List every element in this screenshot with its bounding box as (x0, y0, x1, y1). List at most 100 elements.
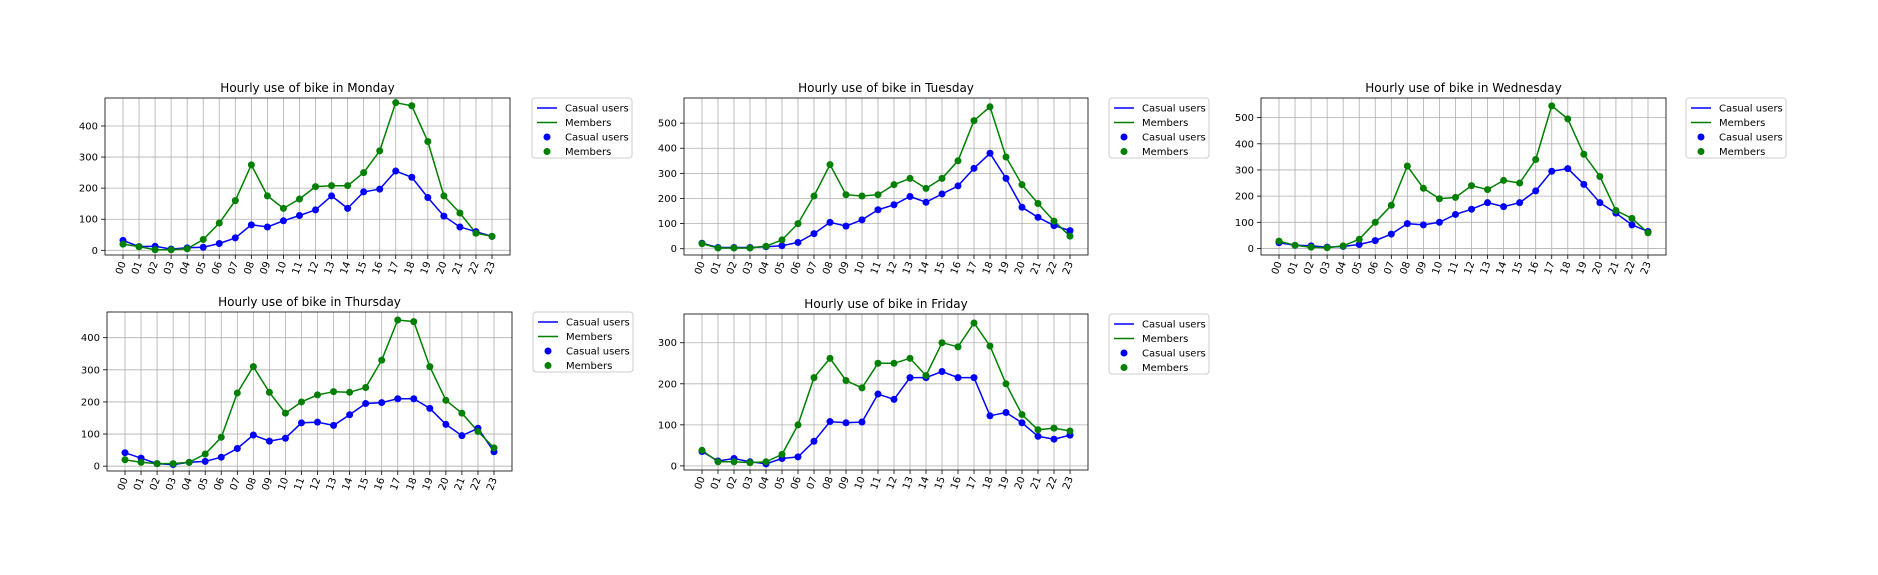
data-point-casual (456, 223, 464, 231)
y-tick-label: 400 (79, 121, 98, 132)
x-tick-label: 00 (116, 476, 131, 492)
x-tick-label: 15 (357, 476, 372, 492)
data-point-members (1403, 162, 1411, 170)
x-tick-label: 20 (1013, 475, 1028, 491)
x-tick-label: 20 (1591, 260, 1606, 276)
data-point-casual (1468, 205, 1476, 213)
x-tick-label: 13 (323, 260, 338, 276)
data-point-members (1371, 218, 1379, 226)
x-tick-label: 03 (1318, 260, 1333, 276)
data-point-members (1500, 176, 1508, 184)
legend: Casual users Members Casual users Members (531, 97, 633, 159)
x-tick-label: 12 (885, 260, 900, 276)
data-point-casual (344, 204, 352, 212)
y-tick-label: 100 (658, 420, 677, 431)
x-tick-label: 13 (901, 260, 916, 276)
data-point-members (167, 246, 175, 254)
legend-label: Members (1142, 334, 1188, 345)
legend-marker-swatch (544, 362, 552, 369)
y-tick-label: 300 (658, 169, 677, 180)
data-point-casual (1034, 432, 1042, 440)
data-point-casual (263, 223, 271, 231)
data-point-members (426, 363, 434, 371)
x-tick-label: 00 (693, 260, 708, 276)
x-tick-label: 04 (178, 260, 193, 276)
x-tick-label: 12 (309, 476, 324, 492)
data-point-casual (247, 221, 255, 229)
x-tick-label: 13 (325, 476, 340, 492)
data-point-casual (215, 239, 223, 247)
data-point-casual (297, 419, 305, 427)
data-point-casual (986, 149, 994, 157)
data-point-members (394, 316, 402, 324)
data-point-members (360, 169, 368, 177)
data-point-members (794, 421, 802, 429)
x-tick-label: 05 (773, 260, 788, 276)
chart-panel-1: Hourly use of bike in Tuesday01002003004… (658, 81, 1210, 276)
x-tick-label: 12 (885, 475, 900, 491)
data-point-members (874, 359, 882, 367)
legend-marker-swatch (1697, 133, 1705, 141)
chart-title: Hourly use of bike in Wednesday (1365, 81, 1562, 95)
x-tick-label: 10 (1431, 260, 1446, 276)
legend-label: Casual users (566, 318, 630, 329)
data-point-casual (458, 432, 466, 440)
data-point-members (472, 229, 480, 237)
data-point-casual (394, 395, 402, 403)
data-point-members (376, 147, 384, 155)
axes-frame (1260, 97, 1667, 256)
legend-marker-swatch (544, 347, 552, 355)
x-tick-label: 21 (451, 260, 466, 276)
data-point-members (440, 192, 448, 200)
y-tick-label: 300 (1235, 165, 1254, 176)
data-point-casual (1419, 221, 1427, 229)
y-tick-label: 200 (79, 184, 98, 195)
data-point-casual (330, 421, 338, 429)
x-tick-label: 03 (741, 475, 756, 491)
x-tick-label: 12 (307, 260, 322, 276)
series-line-members (122, 101, 493, 251)
x-tick-label: 01 (130, 260, 145, 276)
data-point-members (474, 427, 482, 435)
x-tick-label: 17 (965, 475, 980, 491)
x-tick-label: 22 (1045, 475, 1060, 491)
data-point-members (730, 244, 738, 252)
x-tick-label: 07 (805, 260, 820, 276)
data-point-casual (1355, 241, 1363, 249)
data-point-members (1628, 214, 1636, 222)
data-point-members (456, 209, 464, 217)
data-point-members (794, 220, 802, 228)
data-point-members (906, 354, 914, 362)
x-tick-label: 11 (291, 260, 306, 276)
data-point-members (119, 240, 127, 248)
data-point-members (392, 99, 400, 107)
series-line-casual (122, 170, 493, 250)
x-tick-label: 19 (419, 260, 434, 276)
data-point-casual (314, 418, 322, 426)
data-point-casual (1387, 230, 1395, 238)
y-tick-label: 0 (671, 461, 677, 472)
data-point-casual (1018, 203, 1026, 211)
x-tick-label: 16 (1527, 260, 1542, 276)
x-tick-label: 03 (741, 260, 756, 276)
data-point-casual (1516, 199, 1524, 207)
data-point-members (1002, 153, 1010, 161)
data-point-casual (295, 212, 303, 220)
chart-title: Hourly use of bike in Friday (804, 297, 967, 311)
legend-marker-swatch (1120, 148, 1128, 155)
data-point-members (1355, 235, 1363, 243)
y-tick-label: 100 (1235, 218, 1254, 229)
data-point-members (330, 388, 338, 396)
data-point-casual (1564, 165, 1572, 173)
data-point-casual (424, 193, 432, 201)
data-point-casual (1018, 419, 1026, 427)
data-point-members (826, 161, 834, 169)
data-point-members (954, 157, 962, 165)
legend-label: Casual users (566, 347, 630, 358)
data-point-members (295, 195, 303, 203)
data-point-casual (906, 192, 914, 200)
data-point-members (858, 192, 866, 200)
data-point-members (986, 103, 994, 111)
data-point-casual (986, 412, 994, 420)
legend: Casual users Members Casual users Members (1108, 97, 1210, 159)
